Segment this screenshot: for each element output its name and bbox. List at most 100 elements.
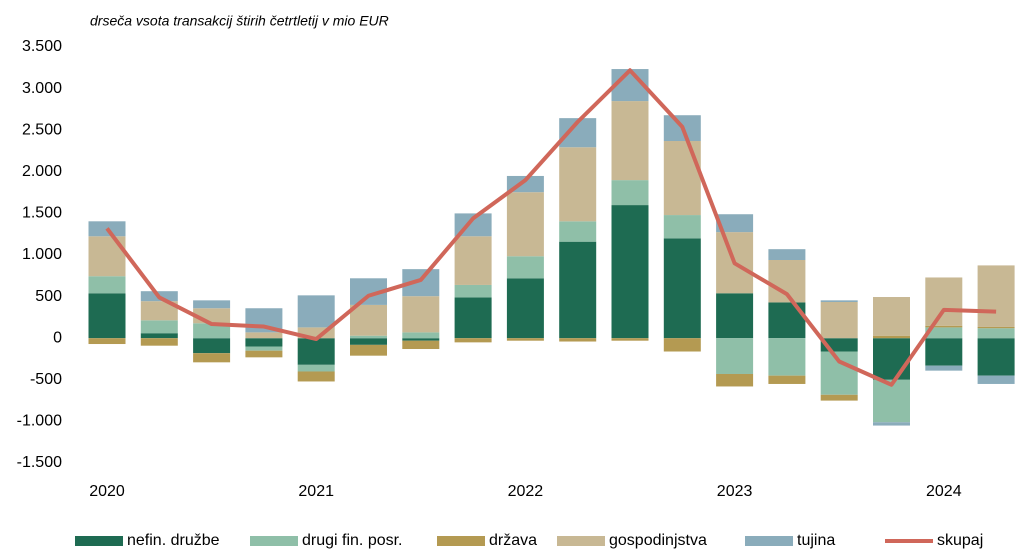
legend-label: nefin. družbe xyxy=(127,532,220,549)
bar-segment xyxy=(297,338,335,365)
bar-segment xyxy=(716,214,754,233)
y-tick-label: 3.000 xyxy=(22,80,62,97)
y-tick-label: -1.000 xyxy=(17,413,62,430)
bar-segment xyxy=(873,335,910,339)
bar-segment xyxy=(716,293,754,339)
bar-segment xyxy=(925,327,963,339)
bar-segment xyxy=(611,338,649,341)
bar-segment xyxy=(768,249,806,260)
bar-segment xyxy=(193,323,231,339)
bar-segment xyxy=(245,338,283,347)
bar-segment xyxy=(820,302,858,339)
legend-marker xyxy=(557,536,605,546)
bar-segment xyxy=(297,327,335,339)
bar-segment xyxy=(768,338,806,376)
bar-segment xyxy=(873,297,910,336)
bar-segment xyxy=(925,277,963,326)
bar-segment xyxy=(663,215,701,239)
bar-segment xyxy=(140,320,178,334)
bar-segment xyxy=(350,335,387,339)
bar-segment xyxy=(88,276,126,294)
bar-segment xyxy=(350,344,387,356)
bar-segment xyxy=(454,236,492,285)
y-tick-label: 2.000 xyxy=(22,163,62,180)
bar-segment xyxy=(768,375,806,384)
bar-segment xyxy=(193,353,231,363)
bar-segment xyxy=(716,373,754,387)
bar-segment xyxy=(820,300,858,303)
bar-segment xyxy=(977,328,1015,339)
bar-segment xyxy=(402,296,440,333)
bar-segment xyxy=(350,338,387,345)
legend-label: država xyxy=(489,532,537,549)
bar-segment xyxy=(297,295,335,328)
bar-segment xyxy=(88,338,126,345)
bar-segment xyxy=(454,338,492,343)
bar-segment xyxy=(611,101,649,181)
bar-segment xyxy=(140,338,178,346)
bar-segment xyxy=(925,338,963,366)
bar-segment xyxy=(245,332,283,339)
bar-segment xyxy=(977,265,1015,327)
bar-segment xyxy=(925,325,963,328)
bar-segment xyxy=(402,338,440,341)
bar-segment xyxy=(140,333,178,339)
legend-marker xyxy=(745,536,793,546)
x-tick-label: 2024 xyxy=(926,483,962,500)
legend-label: skupaj xyxy=(937,532,983,549)
bar-segment xyxy=(506,192,544,257)
bar-segment xyxy=(716,338,754,374)
bar-segment xyxy=(977,326,1015,329)
bar-segment xyxy=(506,256,544,279)
bar-segment xyxy=(297,364,335,372)
bar-segment xyxy=(663,141,701,216)
chart-subtitle: drseča vsota transakcij štirih četrtleti… xyxy=(90,13,389,29)
bar-segment xyxy=(506,338,544,341)
bar-segment xyxy=(193,338,231,354)
bar-segment xyxy=(873,422,910,426)
bar-segment xyxy=(925,365,963,371)
bar-segment xyxy=(977,338,1015,376)
bar-segment xyxy=(663,238,701,339)
bar-segment xyxy=(559,221,597,242)
y-tick-label: 500 xyxy=(35,288,62,305)
total-line xyxy=(105,68,997,387)
bar-segment xyxy=(820,394,858,401)
bar-segment xyxy=(559,241,597,339)
x-tick-label: 2020 xyxy=(89,483,125,500)
bar-segment xyxy=(402,332,440,339)
y-tick-label: -1.500 xyxy=(17,454,62,471)
legend-label: drugi fin. posr. xyxy=(302,532,403,549)
y-tick-label: 2.500 xyxy=(22,121,62,138)
bar-segment xyxy=(297,371,335,382)
bar-segment xyxy=(193,300,231,309)
bar-segment xyxy=(245,350,283,358)
bar-segment xyxy=(402,340,440,350)
y-tick-label: -500 xyxy=(30,371,62,388)
bar-segment xyxy=(454,297,492,339)
legend-label: tujina xyxy=(797,532,835,549)
y-tick-label: 3.500 xyxy=(22,38,62,55)
y-tick-label: 1.000 xyxy=(22,246,62,263)
bar-segment xyxy=(663,338,701,352)
x-tick-label: 2023 xyxy=(717,483,753,500)
bar-segment xyxy=(611,205,649,339)
x-tick-label: 2021 xyxy=(298,483,334,500)
bar-segment xyxy=(559,338,597,342)
bar-segment xyxy=(977,375,1015,384)
bar-segment xyxy=(88,293,126,339)
bar-segment xyxy=(350,304,387,336)
bar-segment xyxy=(245,346,283,351)
bar-segment xyxy=(454,284,492,298)
legend-marker xyxy=(75,536,123,546)
bar-segment xyxy=(873,379,910,423)
y-tick-label: 0 xyxy=(53,329,62,346)
bar-segment xyxy=(506,278,544,339)
bar-segment xyxy=(140,301,178,321)
legend-marker xyxy=(250,536,298,546)
bar-segment xyxy=(611,180,649,206)
bar-segment xyxy=(820,351,858,395)
x-tick-label: 2022 xyxy=(508,483,544,500)
legend-label: gospodinjstva xyxy=(609,532,707,549)
